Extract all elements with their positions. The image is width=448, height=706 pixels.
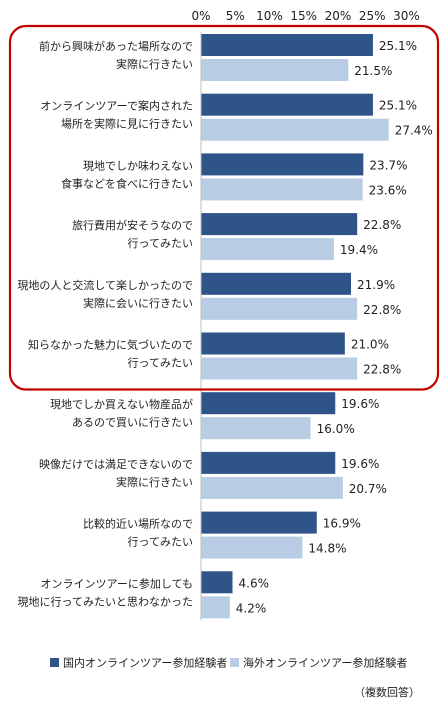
value-label-overseas: 4.2% [236, 601, 267, 615]
category-label-line: 前から興味があった場所なので [39, 39, 193, 53]
value-label-overseas: 14.8% [308, 542, 346, 556]
category-label-line: 現地でしか味わえない [83, 159, 193, 172]
category-group: 前から興味があった場所なので実際に行きたい 25.1% 21.5% [39, 34, 417, 81]
category-label-line: 映像だけでは満足できないので [39, 458, 193, 471]
value-label-domestic: 22.8% [363, 218, 401, 232]
category-label: 現地の人と交流して楽しかったので実際に会いに行きたい [17, 278, 193, 310]
category-group: 知らなかった魅力に気づいたので行ってみたい 21.0% 22.8% [28, 332, 401, 380]
value-label-overseas: 23.6% [369, 183, 407, 197]
category-label: オンラインツアーで案内された場所を実際に見に行きたい [40, 99, 193, 131]
category-label-line: 行ってみたい [128, 237, 193, 250]
x-axis-ticks: 0% 5% 10% 15% 20% 25% 30% [191, 9, 419, 23]
x-tick-label: 0% [191, 9, 210, 23]
category-label-line: あるので買いに行きたい [72, 416, 193, 429]
category-label-line: オンラインツアーで案内された [40, 99, 193, 113]
bar-domestic [201, 451, 336, 474]
x-tick-label: 10% [256, 9, 283, 23]
value-label-domestic: 23.7% [369, 158, 407, 172]
value-label-overseas: 22.8% [363, 363, 401, 377]
category-label: 映像だけでは満足できないので実際に行きたい [39, 458, 193, 489]
category-label-line: 知らなかった魅力に気づいたので [28, 338, 193, 352]
highlight-frame [8, 24, 440, 391]
value-label-overseas: 22.8% [363, 303, 401, 317]
legend: 国内オンラインツアー参加経験者 海外オンラインツアー参加経験者 [50, 656, 407, 670]
value-label-domestic: 4.6% [239, 576, 270, 590]
category-label-line: オンラインツアーに参加しても [41, 576, 193, 590]
bar-domestic [201, 511, 317, 534]
category-group: 現地でしか味わえない食事などを食べに行きたい 23.7% 23.6% [61, 153, 407, 201]
x-tick-label: 15% [290, 9, 317, 23]
x-tick-label: 25% [359, 9, 386, 23]
bar-domestic [201, 93, 373, 116]
bar-domestic [201, 571, 233, 594]
value-label-overseas: 21.5% [354, 64, 392, 78]
category-group: 現地でしか買えない物産品があるので買いに行きたい 19.6% 16.0% [50, 392, 379, 440]
bar-overseas [201, 357, 358, 380]
value-label-domestic: 25.1% [379, 99, 417, 113]
value-label-domestic: 21.9% [357, 278, 395, 292]
bar-domestic [201, 153, 364, 176]
x-tick-label: 5% [226, 9, 245, 23]
value-label-domestic: 16.9% [323, 517, 361, 531]
category-label-line: 実際に行きたい [116, 57, 193, 71]
x-tick-label: 20% [325, 9, 352, 23]
value-label-overseas: 19.4% [340, 243, 378, 257]
bar-overseas [201, 297, 358, 320]
category-label-line: 場所を実際に見に行きたい [61, 117, 193, 131]
category-group: オンラインツアーに参加しても現地に行ってみたいと思わなかった 4.6% 4.2% [18, 571, 270, 619]
bar-overseas [201, 476, 343, 499]
note-multiple-answers: （複数回答） [354, 685, 420, 699]
bar-domestic [201, 392, 336, 415]
value-label-domestic: 19.6% [341, 457, 379, 471]
category-label-line: 行ってみたい [128, 357, 193, 370]
category-groups: 前から興味があった場所なので実際に行きたい 25.1% 21.5% オンラインツアーで… [17, 32, 433, 621]
bar-overseas [201, 417, 311, 440]
category-label: 現地でしか買えない物産品があるので買いに行きたい [50, 397, 193, 429]
legend-label-domestic: 国内オンラインツアー参加経験者 [63, 656, 227, 670]
category-label: 知らなかった魅力に気づいたので行ってみたい [28, 338, 193, 370]
category-label-line: 旅行費用が安そうなので [72, 218, 193, 232]
category-group: 現地の人と交流して楽しかったので実際に会いに行きたい 21.9% 22.8% [17, 272, 401, 320]
category-label: 比較的近い場所なので行ってみたい [83, 517, 193, 549]
category-label: 現地でしか味わえない食事などを食べに行きたい [61, 159, 193, 190]
category-label-line: 現地に行ってみたいと思わなかった [18, 595, 193, 608]
category-label-line: 現地でしか買えない物産品が [50, 397, 193, 411]
bar-overseas [201, 59, 349, 81]
category-group: 映像だけでは満足できないので実際に行きたい 19.6% 20.7% [39, 451, 387, 499]
category-group: オンラインツアーで案内された場所を実際に見に行きたい 25.1% 27.4% [40, 93, 433, 141]
category-label: オンラインツアーに参加しても現地に行ってみたいと思わなかった [18, 576, 193, 608]
category-group: 旅行費用が安そうなので行ってみたい 22.8% 19.4% [72, 213, 401, 261]
legend-label-overseas: 海外オンラインツアー参加経験者 [243, 656, 407, 670]
category-group: 比較的近い場所なので行ってみたい 16.9% 14.8% [83, 511, 361, 559]
bar-domestic [201, 213, 358, 236]
bar-overseas [201, 178, 363, 201]
category-label-line: 現地の人と交流して楽しかったので [17, 278, 193, 292]
category-label-line: 比較的近い場所なので [83, 517, 193, 531]
x-tick-label: 30% [393, 9, 420, 23]
value-label-domestic: 25.1% [379, 39, 417, 53]
value-label-overseas: 16.0% [317, 422, 355, 436]
value-label-domestic: 21.0% [351, 338, 389, 352]
bar-overseas [201, 536, 303, 559]
legend-swatch-overseas [230, 658, 239, 667]
value-label-domestic: 19.6% [341, 397, 379, 411]
bar-domestic [201, 272, 352, 295]
bar-domestic [201, 332, 345, 355]
bar-domestic [201, 34, 373, 56]
category-label-line: 実際に行きたい [116, 475, 193, 489]
value-label-overseas: 27.4% [395, 124, 433, 138]
legend-swatch-domestic [50, 658, 59, 667]
bar-overseas [201, 596, 230, 619]
category-label-line: 行ってみたい [128, 536, 193, 549]
category-label-line: 食事などを食べに行きたい [61, 176, 193, 190]
value-label-overseas: 20.7% [349, 482, 387, 496]
bar-overseas [201, 118, 389, 141]
category-label: 前から興味があった場所なので実際に行きたい [39, 39, 193, 71]
category-label: 旅行費用が安そうなので行ってみたい [72, 218, 193, 250]
category-label-line: 実際に会いに行きたい [83, 296, 193, 310]
bar-overseas [201, 238, 334, 261]
